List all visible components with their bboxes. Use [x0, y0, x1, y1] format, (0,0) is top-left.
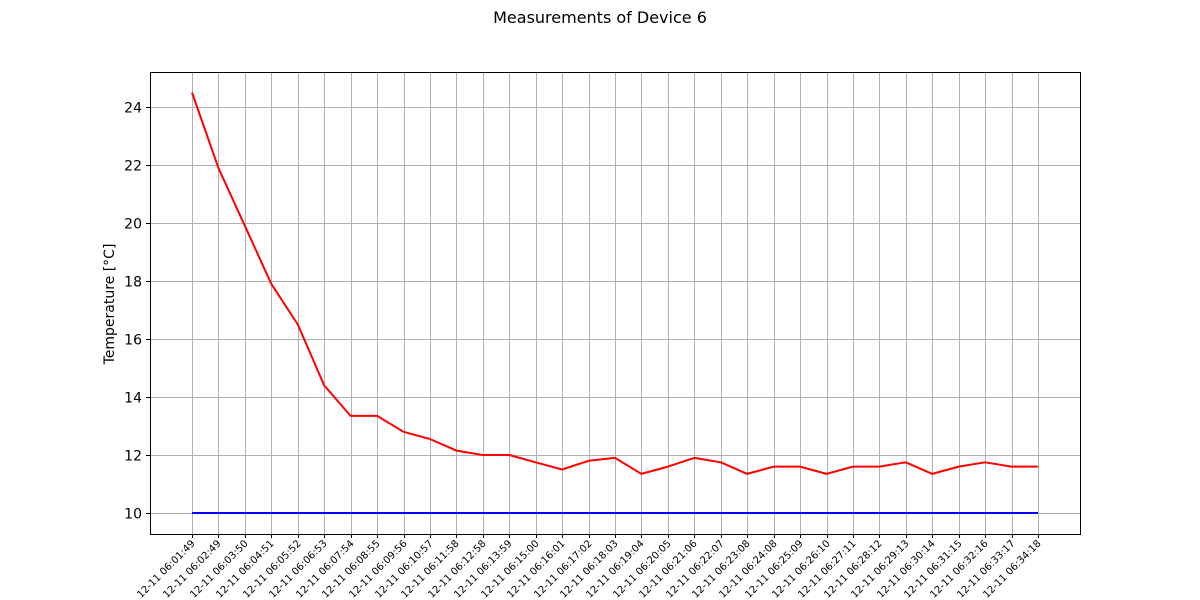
y-tick-label: 16	[124, 333, 142, 349]
y-tick-label: 14	[124, 391, 142, 407]
grid-layer	[150, 72, 1080, 534]
y-tick-label: 20	[124, 217, 142, 233]
chart-title: Measurements of Device 6	[493, 8, 707, 27]
y-tick-label: 18	[124, 275, 142, 291]
series-layer	[191, 92, 1039, 514]
y-tick-label: 12	[124, 449, 142, 465]
y-tick-label: 22	[124, 159, 142, 175]
y-axis: 10 12 14 16 18 20 22 24	[124, 101, 150, 523]
y-tick-label: 24	[124, 101, 142, 117]
y-tick-label: 10	[124, 507, 142, 523]
y-axis-label: Temperature [°C]	[102, 244, 118, 366]
